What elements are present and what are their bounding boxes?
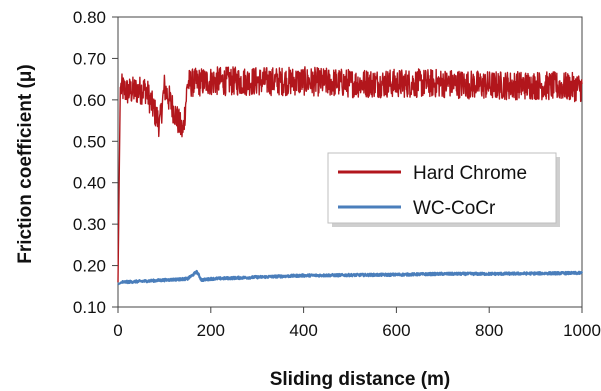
series-line-wc-cocr bbox=[117, 269, 584, 286]
y-tick-label: 0.10 bbox=[73, 298, 106, 317]
x-tick-label: 1000 bbox=[563, 321, 601, 340]
legend: Hard Chrome WC-CoCr bbox=[327, 152, 560, 227]
x-tick-label: 800 bbox=[475, 321, 503, 340]
x-axis-label: Sliding distance (m) bbox=[270, 369, 451, 390]
y-tick-label: 0.60 bbox=[73, 91, 106, 110]
series-layer bbox=[117, 66, 584, 286]
legend-label-hard-chrome: Hard Chrome bbox=[413, 163, 527, 184]
y-tick-label: 0.50 bbox=[73, 132, 106, 151]
x-tick-label: 400 bbox=[289, 321, 317, 340]
x-tick-label: 200 bbox=[197, 321, 225, 340]
legend-box bbox=[327, 152, 557, 224]
y-tick-label: 0.30 bbox=[73, 215, 106, 234]
y-axis-label: Friction coefficient (μ) bbox=[15, 64, 36, 264]
x-tick-label: 600 bbox=[382, 321, 410, 340]
y-tick-label: 0.20 bbox=[73, 257, 106, 276]
y-tick-label: 0.40 bbox=[73, 174, 106, 193]
series-line-hard-chrome bbox=[117, 66, 583, 283]
axes-layer: 0.10 0.20 0.30 0.40 0.50 0.60 0.70 0.80 0 200 400 6… bbox=[73, 8, 601, 340]
y-tick-label: 0.70 bbox=[73, 49, 106, 68]
x-tick-label: 0 bbox=[113, 321, 122, 340]
y-tick-label: 0.80 bbox=[73, 8, 106, 27]
legend-label-wc-cocr: WC-CoCr bbox=[413, 198, 496, 219]
